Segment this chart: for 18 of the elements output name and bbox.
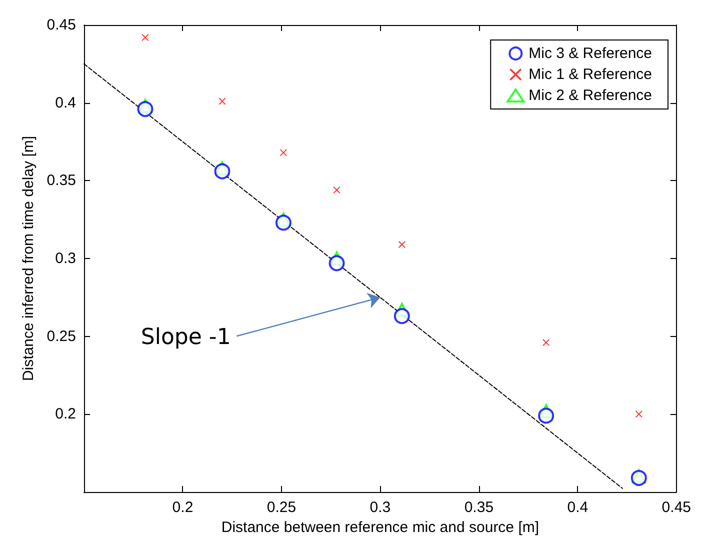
legend-label: Mic 1 & Reference [528,66,652,83]
y-tick-label: 0.4 [55,94,76,112]
y-axis-title: Distance inferred from time delay [m] [20,136,37,382]
legend-label: Mic 3 & Reference [528,45,652,62]
x-tick-label: 0.45 [662,499,692,516]
x-tick-label: 0.2 [172,499,194,516]
y-tick-label: 0.25 [46,328,76,345]
x-tick-label: 0.3 [370,499,391,516]
x-tick-label: 0.35 [464,499,494,516]
y-tick-label: 0.2 [55,406,76,423]
x-tick-label: 0.25 [266,499,296,516]
x-axis-title: Distance between reference mic and source [m] [221,519,540,536]
y-tick-label: 0.45 [46,16,76,34]
annotation: Slope -1 [140,325,231,350]
legend-label: Mic 2 & Reference [528,87,652,104]
x-tick-label: 0.4 [567,499,588,516]
y-tick-label: 0.3 [55,250,76,267]
y-tick-label: 0.35 [46,172,76,190]
